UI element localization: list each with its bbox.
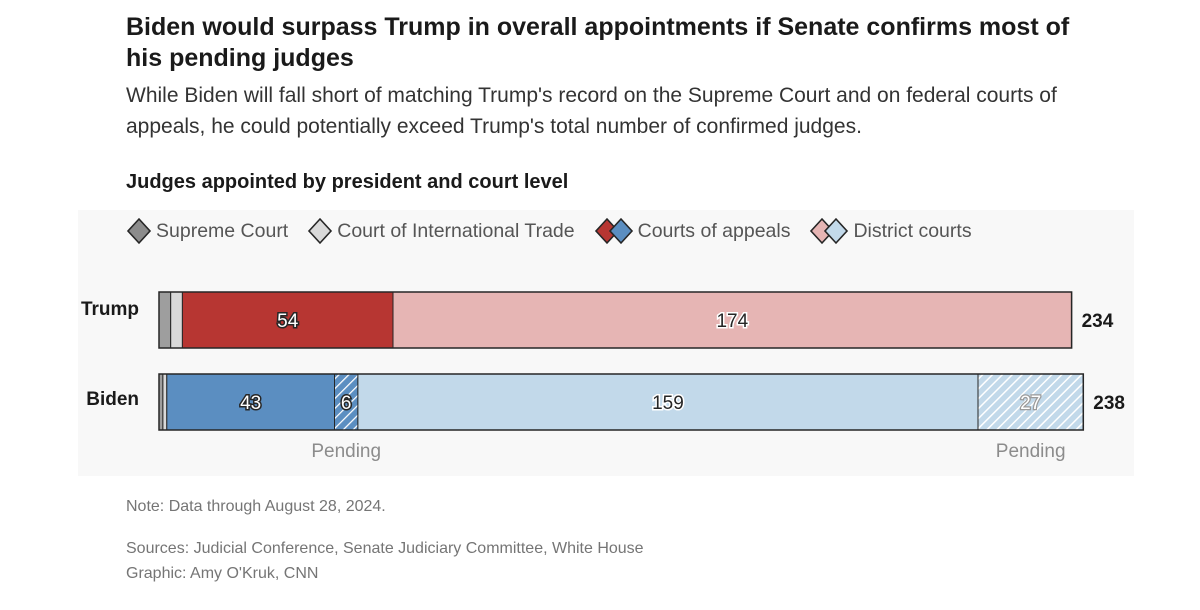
district-courts-swatch-icon [810, 217, 849, 245]
bar-biden-courts-of-appeals [166, 373, 335, 431]
bar-label-trump-courts-of-appeals: 54 [277, 311, 299, 332]
trade-court-swatch-icon [308, 217, 333, 245]
legend-label-courts-of-appeals: Courts of appeals [637, 219, 791, 242]
row-label-biden: Biden [86, 389, 139, 410]
footer-note: Note: Data through August 28, 2024. [126, 498, 386, 515]
total-label-trump: 234 [1082, 311, 1114, 332]
bar-label-biden-district-courts: 159 [652, 393, 684, 414]
footer-credit: Graphic: Amy O'Kruk, CNN [126, 565, 319, 582]
bar-label-biden-courts-of-appeals-pending: 6 [341, 393, 352, 414]
bar-trump-courts-of-appeals [181, 291, 394, 349]
chart-heading: Judges appointed by president and court … [126, 171, 569, 193]
courts-of-appeals-swatch-icon [594, 217, 633, 245]
chart-title: Biden would surpass Trump in overall app… [126, 13, 1070, 72]
legend-item-courts-of-appeals: Courts of appeals [594, 217, 791, 245]
total-label-biden: 238 [1093, 393, 1125, 414]
bar-outline-trump [158, 291, 1073, 349]
legend-label-supreme-court: Supreme Court [156, 219, 289, 242]
footer-sources: Sources: Judicial Conference, Senate Jud… [126, 540, 644, 557]
pending-label-district-courts: Pending [996, 441, 1066, 462]
bar-outline-biden [158, 373, 1085, 431]
bar-biden-district-courts [357, 373, 979, 431]
pending-label-courts-of-appeals: Pending [311, 441, 381, 462]
bar-biden-court-of-international-trade [162, 373, 168, 431]
bar-label-biden-courts-of-appeals: 43 [240, 393, 261, 414]
bar-label-trump-district-courts: 174 [716, 311, 748, 332]
row-label-trump: Trump [81, 299, 139, 320]
legend-label-district-courts: District courts [853, 219, 972, 242]
legend-item-supreme-court: Supreme Court [126, 217, 288, 245]
bar-trump-supreme-court [158, 291, 172, 349]
legend-label-court-of-international-trade: Court of International Trade [337, 219, 575, 242]
legend-item-court-of-international-trade: Court of International Trade [307, 217, 575, 245]
bar-label-biden-district-courts-pending: 27 [1020, 393, 1041, 414]
legend-item-district-courts: District courts [809, 217, 972, 245]
bar-trump-court-of-international-trade [170, 291, 183, 349]
chart-subtitle: While Biden will fall short of matching … [126, 84, 1057, 138]
supreme-court-swatch-icon [126, 217, 152, 245]
legend: Supreme Court Court of International Tra… [126, 217, 991, 245]
